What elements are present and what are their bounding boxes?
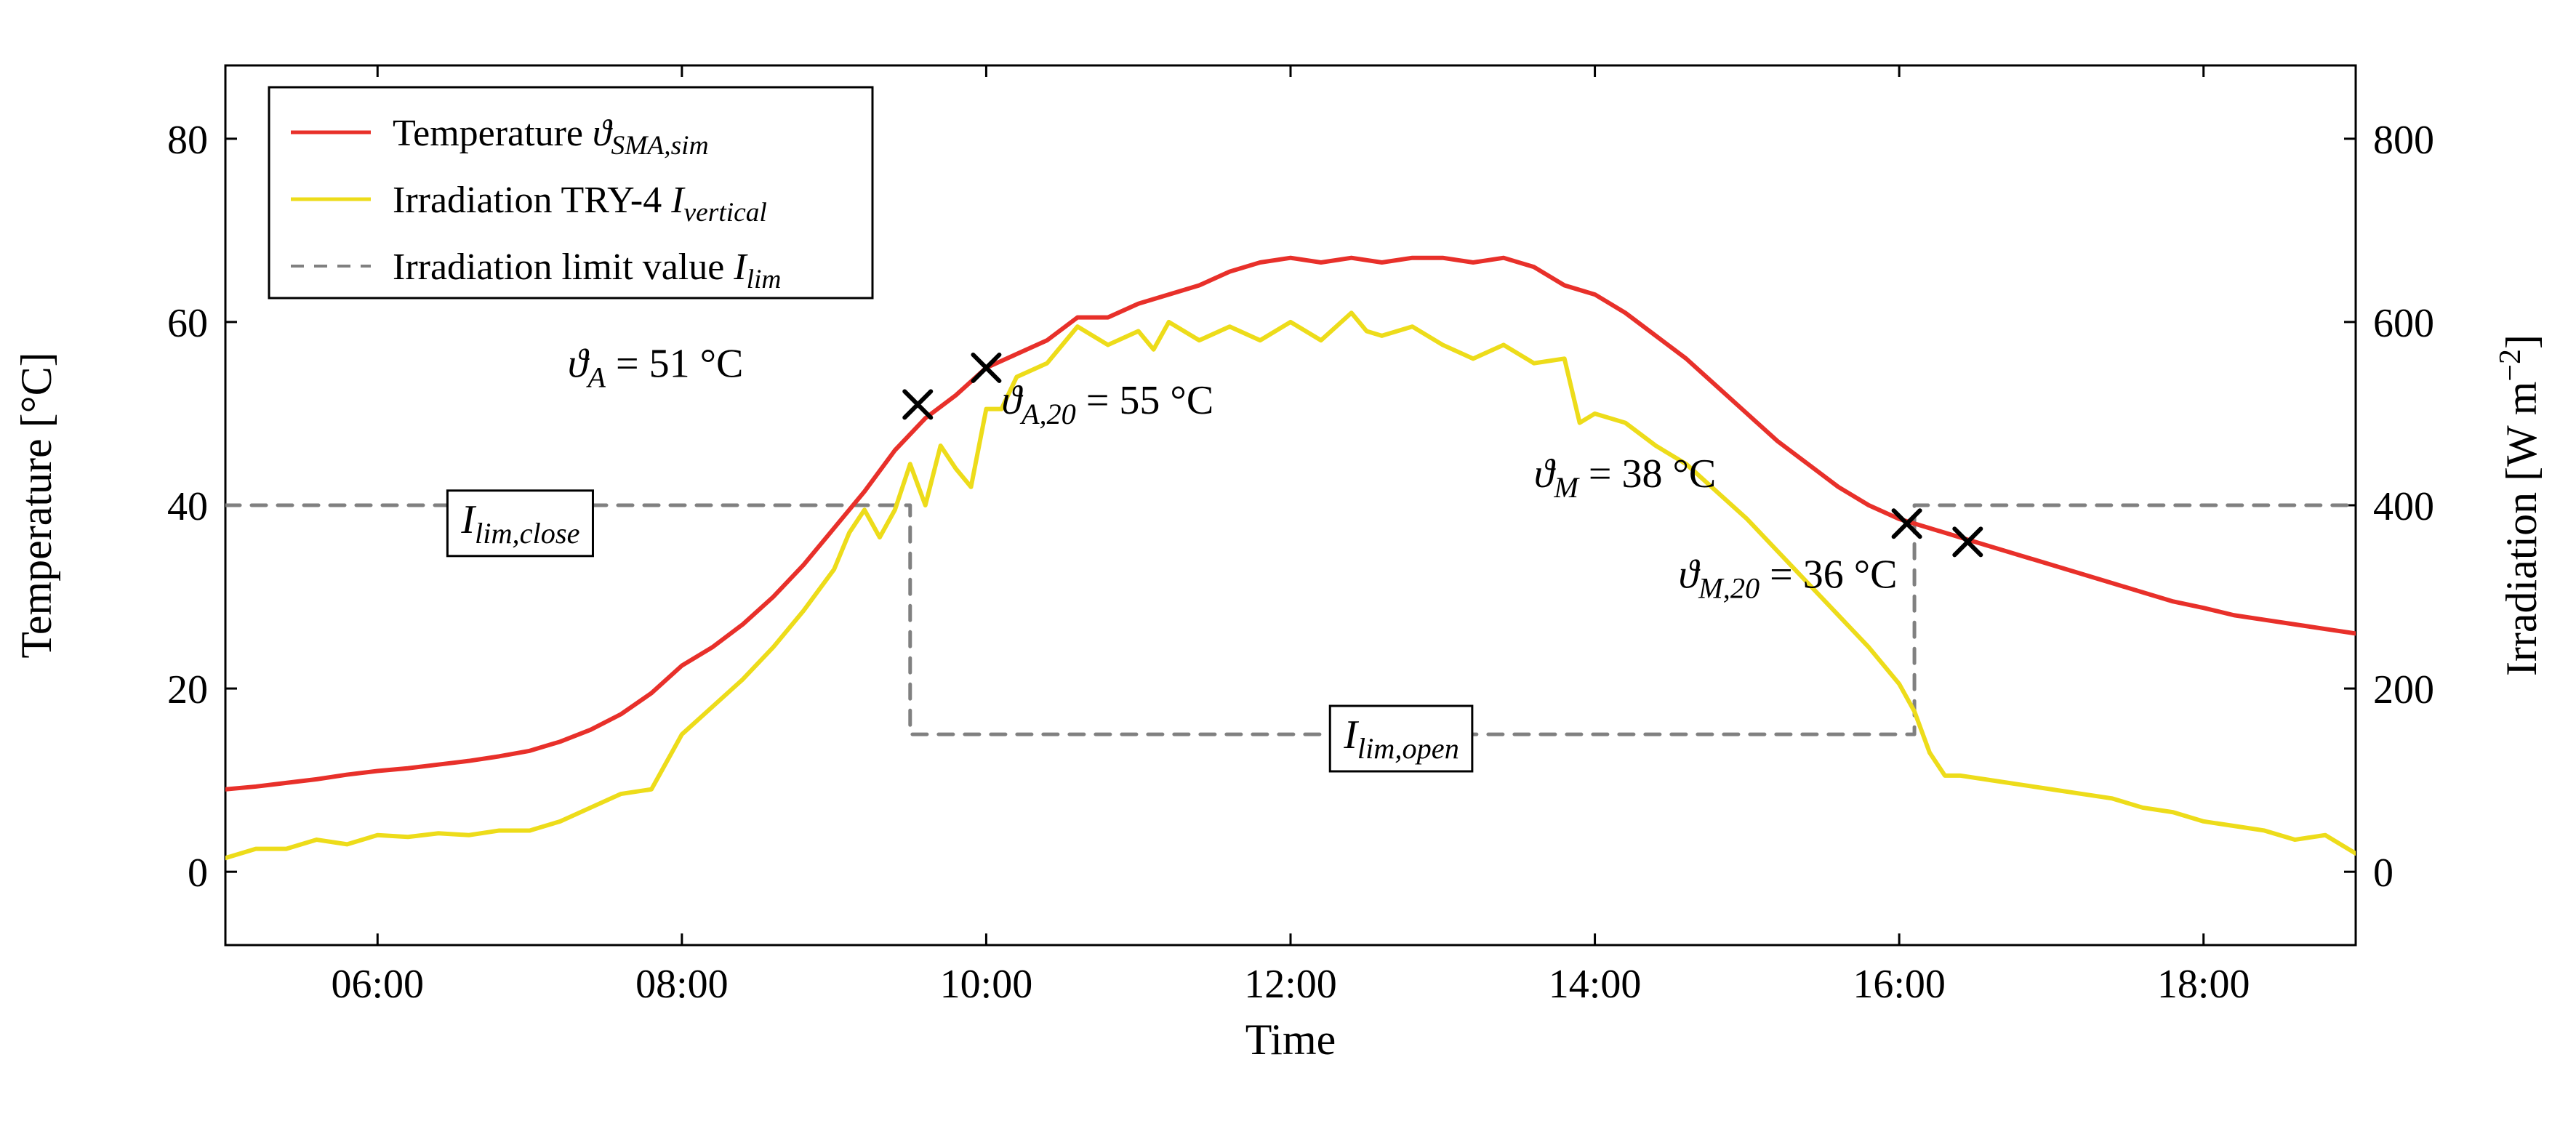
yleft-tick-label: 60 bbox=[167, 301, 208, 346]
annotation-theta_A: ϑA = 51 °C bbox=[568, 342, 743, 394]
annotation-theta_A20: ϑA,20 = 55 °C bbox=[1001, 378, 1213, 430]
x-tick-label: 10:00 bbox=[940, 962, 1033, 1007]
x-tick-label: 08:00 bbox=[635, 962, 729, 1007]
annotation-theta_M20: ϑM,20 = 36 °C bbox=[1679, 552, 1898, 604]
x-tick-label: 16:00 bbox=[1853, 962, 1946, 1007]
yleft-tick-label: 20 bbox=[167, 667, 208, 712]
yright-axis-title: Irradiation [W m−2] bbox=[2494, 334, 2545, 676]
series-irradiation bbox=[225, 313, 2356, 858]
yleft-tick-label: 80 bbox=[167, 118, 208, 163]
x-tick-label: 12:00 bbox=[1244, 962, 1337, 1007]
yright-tick-label: 600 bbox=[2373, 301, 2434, 346]
x-tick-label: 18:00 bbox=[2157, 962, 2250, 1007]
yright-tick-label: 200 bbox=[2373, 667, 2434, 712]
x-tick-label: 06:00 bbox=[332, 962, 425, 1007]
yleft-axis-title: Temperature [°C] bbox=[12, 352, 60, 658]
x-axis-title: Time bbox=[1245, 1016, 1336, 1064]
marker-x bbox=[973, 355, 999, 381]
annotation-theta_M: ϑM = 38 °C bbox=[1534, 451, 1716, 504]
chart-container: 06:00 08:00 10:00 12:00 14:00 16:00 18:00 Time 0… bbox=[0, 0, 2576, 1137]
series-group bbox=[225, 258, 2356, 859]
legend-label: Irradiation limit value Ilim bbox=[393, 246, 781, 294]
dual-axis-line-chart: 06:00 08:00 10:00 12:00 14:00 16:00 18:00 Time 0… bbox=[0, 0, 2576, 1137]
yright-tick-label: 400 bbox=[2373, 484, 2434, 529]
yleft-tick-label: 0 bbox=[188, 851, 208, 896]
yleft-tick-label: 40 bbox=[167, 484, 208, 529]
x-tick-label: 14:00 bbox=[1549, 962, 1642, 1007]
yright-tick-label: 0 bbox=[2373, 851, 2394, 896]
marker-x bbox=[904, 391, 931, 417]
yright-tick-label: 800 bbox=[2373, 118, 2434, 163]
